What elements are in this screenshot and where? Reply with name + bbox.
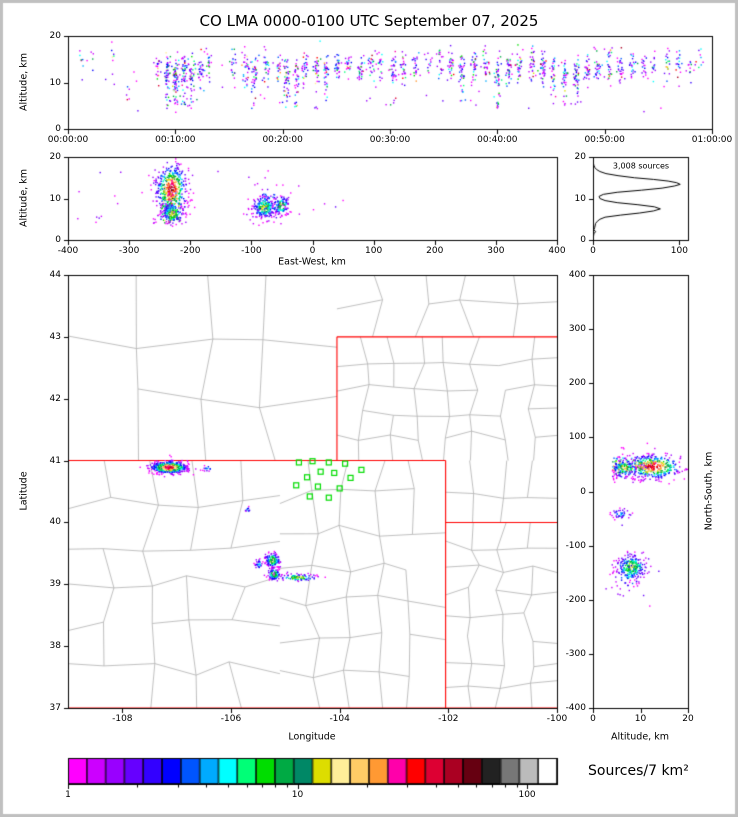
lma-figure: CO LMA 0000-0100 UTC September 07, 2025 … <box>0 0 738 817</box>
lma-plot-canvas <box>0 0 738 817</box>
